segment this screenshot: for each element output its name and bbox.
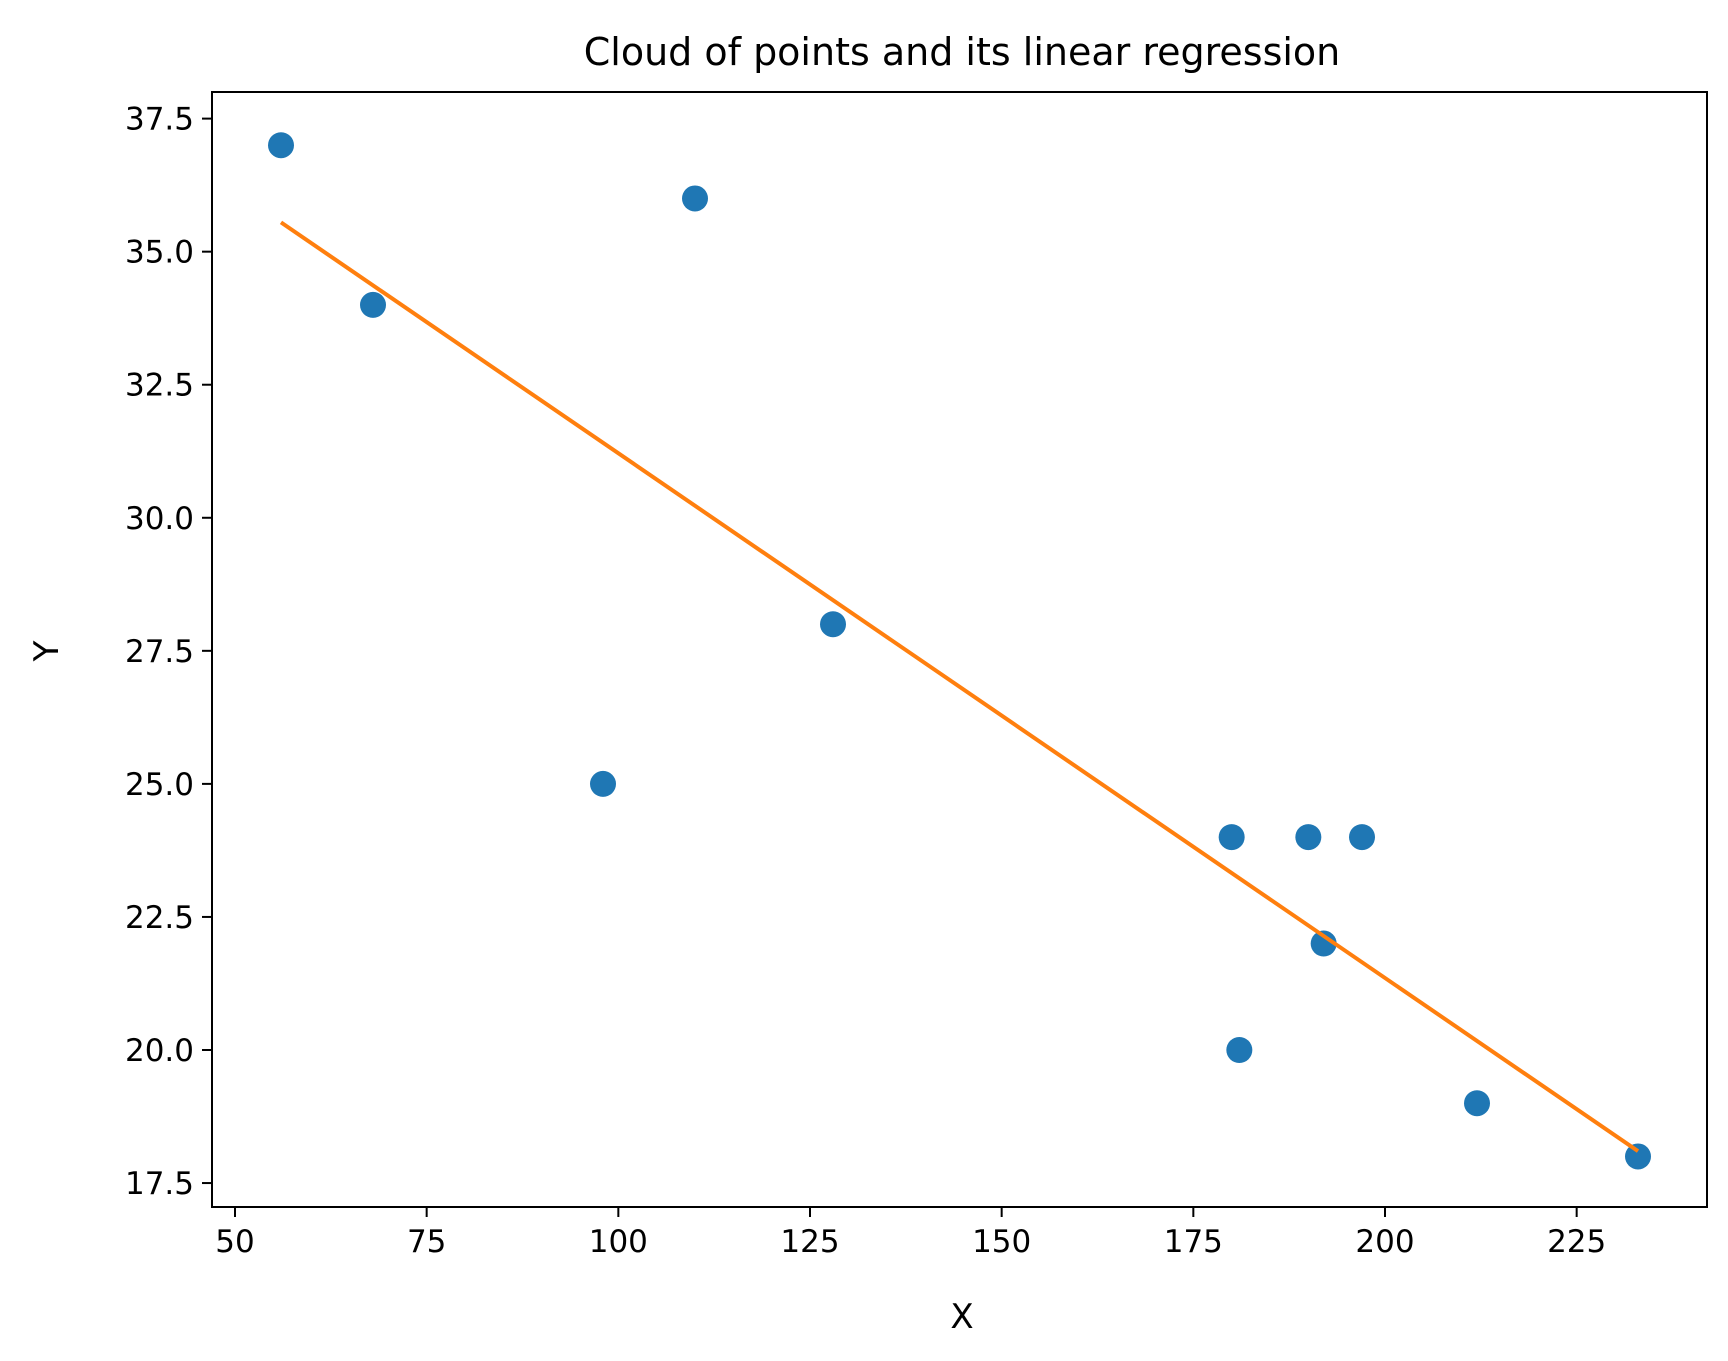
y-tick-label: 35.0 — [125, 235, 194, 271]
y-tick-label: 32.5 — [125, 368, 194, 404]
scatter-point — [360, 291, 386, 318]
scatter-point — [682, 185, 708, 212]
x-tick-label: 175 — [1164, 1224, 1223, 1260]
x-tick-label: 100 — [589, 1224, 648, 1260]
scatter-point — [820, 611, 846, 638]
scatter-point — [1295, 824, 1322, 851]
y-tick-label: 25.0 — [125, 767, 194, 803]
y-tick-label: 27.5 — [125, 634, 194, 670]
scatter-point — [1226, 1036, 1253, 1063]
x-axis-label: X — [950, 1297, 973, 1337]
y-tick-label: 30.0 — [125, 501, 194, 537]
plot-frame — [211, 91, 1708, 1208]
x-tick-label: 50 — [215, 1224, 254, 1260]
y-axis: 17.5 20.0 22.5 25.0 27.5 30.0 32.5 35.0 37.5 — [125, 102, 212, 1202]
scatter-point — [1464, 1090, 1490, 1117]
y-tick-label: 20.0 — [125, 1033, 194, 1069]
chart-title: Cloud of points and its linear regressio… — [584, 30, 1341, 74]
y-tick-label: 37.5 — [125, 102, 194, 138]
x-axis: 50 75 100 125 150 175 200 225 — [215, 1207, 1606, 1260]
scatter-point — [1310, 930, 1337, 957]
x-tick-label: 200 — [1355, 1224, 1414, 1260]
x-tick-label: 225 — [1547, 1224, 1606, 1260]
x-tick-label: 75 — [407, 1224, 446, 1260]
regression-line — [279, 220, 1640, 1153]
plot-area — [268, 132, 1651, 1170]
scatter-point — [590, 770, 616, 797]
scatter-point — [1625, 1143, 1651, 1170]
scatter-point — [268, 132, 294, 159]
y-tick-label: 17.5 — [125, 1166, 194, 1202]
y-tick-label: 22.5 — [125, 900, 194, 936]
scatter-point — [1349, 824, 1375, 851]
y-axis-label: Y — [27, 640, 67, 662]
x-tick-label: 150 — [972, 1224, 1031, 1260]
scatter-point — [1218, 824, 1245, 851]
x-tick-label: 125 — [780, 1224, 839, 1260]
